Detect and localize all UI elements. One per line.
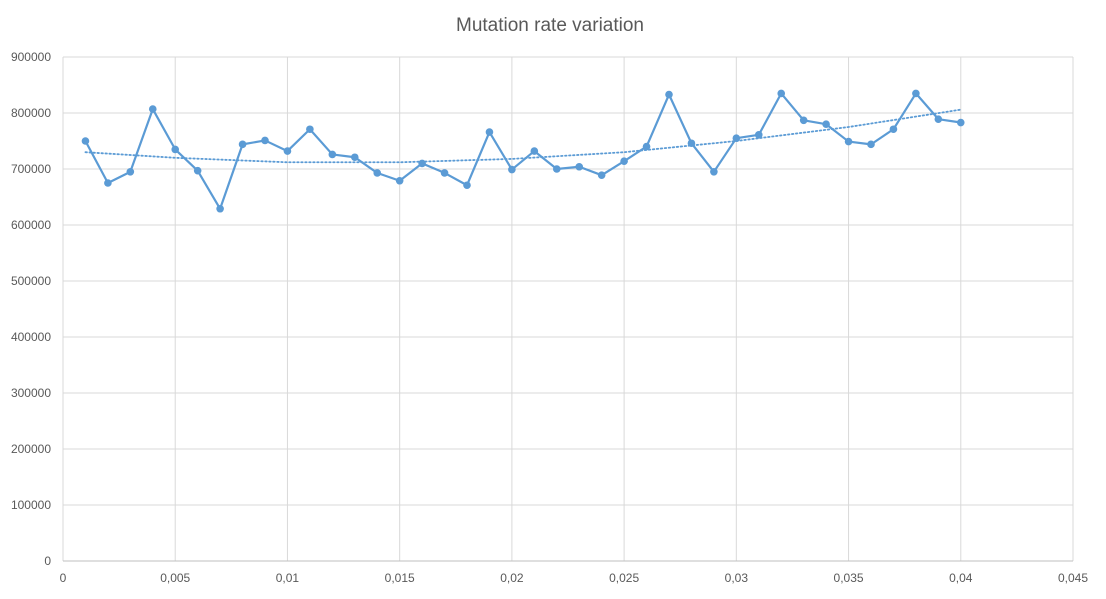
- y-tick-label: 900000: [11, 50, 51, 64]
- data-point: [216, 204, 224, 213]
- x-tick-label: 0,02: [500, 571, 524, 585]
- y-tick-label: 100000: [11, 498, 51, 512]
- y-tick-label: 0: [44, 554, 51, 568]
- chart-title: Mutation rate variation: [456, 15, 644, 36]
- data-point: [956, 118, 965, 127]
- x-tick-label: 0,03: [725, 571, 749, 585]
- data-point: [934, 115, 943, 123]
- series-layer: [81, 89, 965, 213]
- data-point: [148, 105, 157, 113]
- data-point: [844, 137, 853, 146]
- series-line: [84, 92, 961, 210]
- x-tick-label: 0,005: [160, 571, 190, 585]
- x-tick-label: 0,035: [834, 571, 864, 585]
- data-point: [81, 137, 90, 145]
- y-tick-label: 600000: [11, 218, 51, 232]
- grid-layer: [62, 56, 1074, 561]
- data-point: [485, 128, 494, 136]
- x-tick-label: 0,01: [276, 571, 300, 585]
- data-point: [126, 168, 135, 176]
- data-point: [822, 120, 830, 128]
- data-point: [620, 157, 628, 165]
- data-point: [350, 153, 359, 162]
- data-point: [193, 166, 202, 175]
- axis-layer: 0 100000 200000 300000 400000 500000 600000 700…: [11, 50, 1088, 585]
- data-point: [597, 171, 606, 179]
- data-point: [508, 165, 516, 174]
- x-tick-label: 0,015: [385, 571, 415, 585]
- y-tick-label: 500000: [11, 274, 51, 288]
- data-point: [552, 165, 561, 173]
- data-point: [687, 139, 696, 148]
- data-point: [104, 179, 112, 187]
- x-tick-label: 0,045: [1058, 571, 1088, 585]
- data-point: [238, 140, 247, 149]
- y-tick-label: 400000: [11, 330, 51, 344]
- data-point: [373, 169, 382, 177]
- y-tick-label: 200000: [11, 442, 51, 456]
- trendline-layer: [84, 108, 962, 164]
- data-point: [306, 125, 314, 134]
- data-point: [777, 89, 786, 98]
- data-point: [867, 140, 875, 149]
- data-point: [732, 134, 741, 142]
- data-point: [665, 90, 673, 99]
- trendline: [84, 108, 962, 164]
- data-point: [463, 181, 471, 190]
- x-tick-label: 0: [60, 571, 67, 585]
- data-point: [283, 147, 292, 155]
- data-point: [171, 145, 180, 154]
- data-point: [799, 116, 808, 125]
- y-tick-label: 800000: [11, 106, 51, 120]
- data-point: [395, 176, 404, 185]
- y-tick-label: 300000: [11, 386, 51, 400]
- data-point: [575, 162, 584, 171]
- x-tick-label: 0,025: [609, 571, 639, 585]
- data-point: [642, 142, 651, 151]
- data-point: [754, 131, 763, 139]
- data-point: [530, 147, 539, 155]
- x-tick-label: 0,04: [949, 571, 973, 585]
- data-point: [261, 136, 269, 145]
- data-point: [710, 168, 718, 176]
- data-point: [328, 150, 337, 159]
- data-point: [912, 89, 920, 98]
- data-point: [889, 125, 898, 134]
- data-point: [440, 169, 449, 177]
- data-point: [418, 159, 426, 168]
- y-tick-label: 700000: [11, 162, 51, 176]
